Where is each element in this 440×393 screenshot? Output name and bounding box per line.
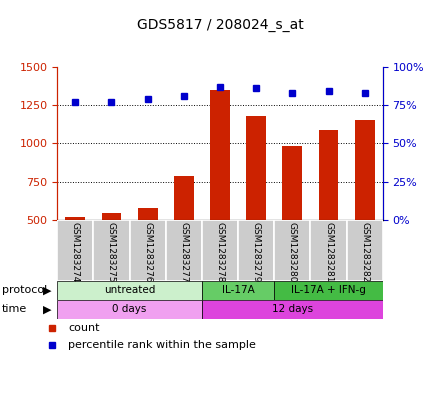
Text: GSM1283279: GSM1283279 — [252, 222, 260, 283]
Text: percentile rank within the sample: percentile rank within the sample — [69, 340, 257, 350]
Bar — [202, 300, 383, 319]
Bar — [174, 176, 194, 220]
Bar — [129, 220, 166, 281]
Text: GSM1283274: GSM1283274 — [71, 222, 80, 282]
Bar — [93, 220, 129, 281]
Bar — [202, 220, 238, 281]
Text: GSM1283280: GSM1283280 — [288, 222, 297, 283]
Text: GDS5817 / 208024_s_at: GDS5817 / 208024_s_at — [137, 18, 303, 32]
Text: GSM1283282: GSM1283282 — [360, 222, 369, 282]
Bar — [238, 220, 274, 281]
Text: GSM1283277: GSM1283277 — [180, 222, 188, 283]
Text: GSM1283281: GSM1283281 — [324, 222, 333, 283]
Bar — [210, 90, 230, 220]
Bar — [102, 213, 121, 220]
Text: GSM1283275: GSM1283275 — [107, 222, 116, 283]
Bar — [282, 146, 302, 220]
Text: ▶: ▶ — [44, 304, 52, 314]
Text: untreated: untreated — [104, 285, 155, 296]
Text: GSM1283278: GSM1283278 — [216, 222, 224, 283]
Text: IL-17A: IL-17A — [222, 285, 254, 296]
Bar — [347, 220, 383, 281]
Bar — [57, 300, 202, 319]
Bar — [274, 281, 383, 300]
Text: time: time — [2, 304, 27, 314]
Text: count: count — [69, 323, 100, 332]
Bar — [274, 220, 311, 281]
Bar — [319, 130, 338, 220]
Bar — [57, 281, 202, 300]
Bar — [202, 281, 274, 300]
Bar — [246, 116, 266, 220]
Bar — [138, 208, 158, 220]
Text: 12 days: 12 days — [272, 304, 313, 314]
Text: protocol: protocol — [2, 285, 48, 296]
Text: ▶: ▶ — [44, 285, 52, 296]
Bar — [311, 220, 347, 281]
Text: 0 days: 0 days — [112, 304, 147, 314]
Bar — [57, 220, 93, 281]
Bar — [166, 220, 202, 281]
Text: GSM1283276: GSM1283276 — [143, 222, 152, 283]
Bar — [355, 120, 375, 220]
Text: IL-17A + IFN-g: IL-17A + IFN-g — [291, 285, 366, 296]
Bar — [66, 217, 85, 220]
